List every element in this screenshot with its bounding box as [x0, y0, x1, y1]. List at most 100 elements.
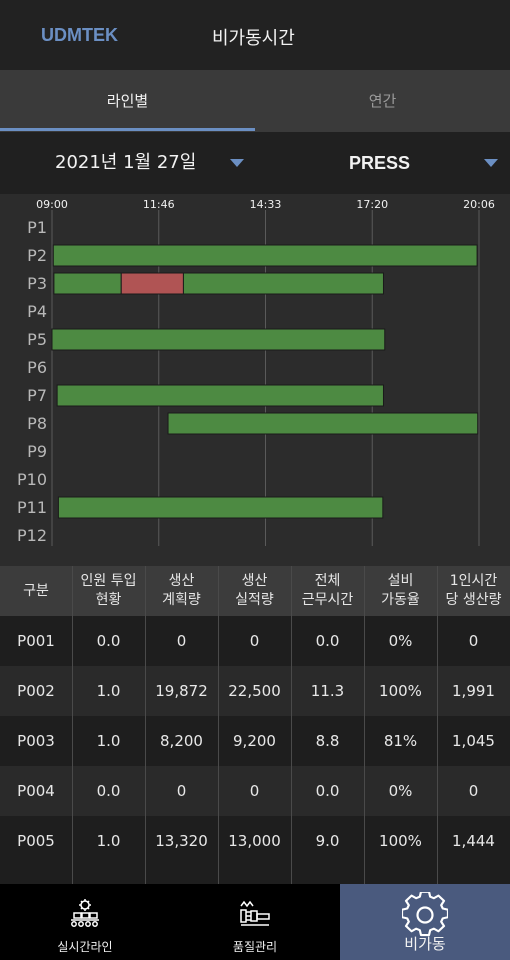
table-cell: 11.3 [310, 682, 345, 700]
time-tick-label: 17:20 [356, 198, 388, 211]
nav-quality-control[interactable]: 품질관리 [170, 884, 340, 960]
column-divider [72, 566, 73, 884]
table-cell: 0 [176, 632, 187, 650]
active-tab-indicator [0, 128, 255, 131]
table-cell: 0.0 [96, 782, 121, 800]
tab-by-line[interactable]: 라인별 [106, 92, 149, 110]
table-cell: 0 [468, 782, 479, 800]
table-cell: 100% [379, 832, 422, 850]
table-row[interactable]: P002 1.0 19,872 22,500 11.3 100% 1,991 [0, 666, 510, 716]
table-header: 구분 인원 투입 현황 생산 계획량 생산 실적량 전체 근무시간 설비 가동율 1인시간 … [0, 566, 510, 616]
column-divider [145, 566, 146, 884]
nav-downtime-label: 비가동 [404, 935, 446, 953]
column-header: 전체 근무시간 [301, 573, 354, 608]
table-cell: 1.0 [96, 682, 121, 700]
column-header: 생산 실적량 [235, 573, 274, 608]
table-cell: 1.0 [96, 732, 121, 750]
nav-realtime-line[interactable]: 실시간라인 [0, 884, 170, 960]
gear-icon [402, 892, 448, 937]
production-table: 구분 인원 투입 현황 생산 계획량 생산 실적량 전체 근무시간 설비 가동율 1인시간 … [0, 566, 510, 884]
line-row-label: P9 [27, 442, 47, 461]
table-cell: 13,000 [228, 832, 281, 850]
table-cell: P002 [17, 682, 55, 700]
filter-bar: 2021년 1월 27일 PRESS [0, 132, 510, 194]
table-cell: 0 [176, 782, 187, 800]
page-title: 비가동시간 [212, 28, 295, 49]
tab-bar: 라인별 연간 [0, 70, 510, 132]
downtime-gantt-chart: 09:00 11:46 14:33 17:20 20:06 P1 P2 P3 P4 P5 P6 P7 P… [0, 194, 510, 566]
column-divider [364, 566, 365, 884]
gantt-svg: 09:00 11:46 14:33 17:20 20:06 P1 P2 P3 P4 P5 P6 P7 P… [17, 198, 495, 546]
table-cell: 0.0 [315, 632, 340, 650]
table-cell: 100% [379, 682, 422, 700]
table-cell: 22,500 [228, 682, 281, 700]
tab-yearly[interactable]: 연간 [368, 92, 397, 110]
table-cell: 1,991 [452, 682, 495, 700]
line-row-label: P1 [27, 218, 47, 237]
running-segment [56, 384, 384, 407]
nav-downtime[interactable]: 비가동 [340, 884, 510, 960]
table-row[interactable]: P005 1.0 13,320 13,000 9.0 100% 1,444 [0, 816, 510, 866]
table-cell: 0.0 [315, 782, 340, 800]
table-cell: 13,320 [155, 832, 208, 850]
line-row-label: P6 [27, 358, 47, 377]
line-row-label: P4 [27, 302, 47, 321]
running-segment [53, 272, 122, 295]
line-row-label: P10 [17, 470, 47, 489]
table-cell: 1.0 [96, 832, 121, 850]
table-cell: 1,045 [452, 732, 495, 750]
table-row[interactable]: P003 1.0 8,200 9,200 8.8 81% 1,045 [0, 716, 510, 766]
column-header: 설비 가동율 [381, 573, 420, 608]
table-cell: 8,200 [160, 732, 203, 750]
column-header: 인원 투입 현황 [80, 573, 137, 608]
column-header: 생산 계획량 [162, 573, 201, 608]
time-tick-label: 14:33 [250, 198, 282, 211]
table-cell: 0.0 [96, 632, 121, 650]
table-cell: 0 [468, 632, 479, 650]
table-cell: P003 [17, 732, 55, 750]
table-row[interactable]: P004 0.0 0 0 0.0 0% 0 [0, 766, 510, 816]
line-row-label: P5 [27, 330, 47, 349]
line-row-label: P12 [17, 526, 47, 545]
running-segment [57, 496, 384, 519]
line-row-label: P2 [27, 246, 47, 265]
column-divider [437, 566, 438, 884]
brand-logo: UDMTEK [41, 25, 118, 45]
column-divider [291, 566, 292, 884]
table-cell: 9.0 [315, 832, 340, 850]
time-tick-label: 09:00 [36, 198, 68, 211]
nav-realtime-line-label: 실시간라인 [57, 940, 113, 954]
running-segment [51, 328, 386, 351]
date-dropdown-icon[interactable] [230, 159, 244, 167]
date-selector[interactable]: 2021년 1월 27일 [55, 152, 197, 173]
table-row[interactable]: P001 0.0 0 0 0.0 0% 0 [0, 616, 510, 666]
line-row-label: P3 [27, 274, 47, 293]
table-cell: 0 [249, 632, 260, 650]
nav-quality-control-label: 품질관리 [232, 940, 278, 954]
quality-control-icon [240, 900, 270, 926]
line-row-label: P7 [27, 386, 47, 405]
running-segment [167, 412, 479, 435]
app-header: UDMTEK 비가동시간 [0, 0, 510, 70]
line-row-label: P8 [27, 414, 47, 433]
table-cell: 0% [388, 632, 413, 650]
time-tick-label: 20:06 [463, 198, 495, 211]
table-cell: 0% [388, 782, 413, 800]
table-cell: 8.8 [315, 732, 340, 750]
line-selector[interactable]: PRESS [349, 153, 411, 173]
running-segment [52, 244, 478, 267]
table-cell: 0 [249, 782, 260, 800]
table-cell: 81% [383, 732, 418, 750]
running-segment [182, 272, 384, 295]
bottom-navigation: 실시간라인 품질관리 비가동 [0, 884, 510, 960]
table-cell: P005 [17, 832, 55, 850]
table-cell: P001 [17, 632, 55, 650]
factory-line-icon [71, 899, 99, 927]
table-cell: 19,872 [155, 682, 208, 700]
column-header: 구분 [23, 582, 49, 599]
time-tick-label: 11:46 [143, 198, 175, 211]
table-cell: 1,444 [452, 832, 495, 850]
line-dropdown-icon[interactable] [484, 159, 498, 167]
downtime-segment [120, 272, 184, 295]
